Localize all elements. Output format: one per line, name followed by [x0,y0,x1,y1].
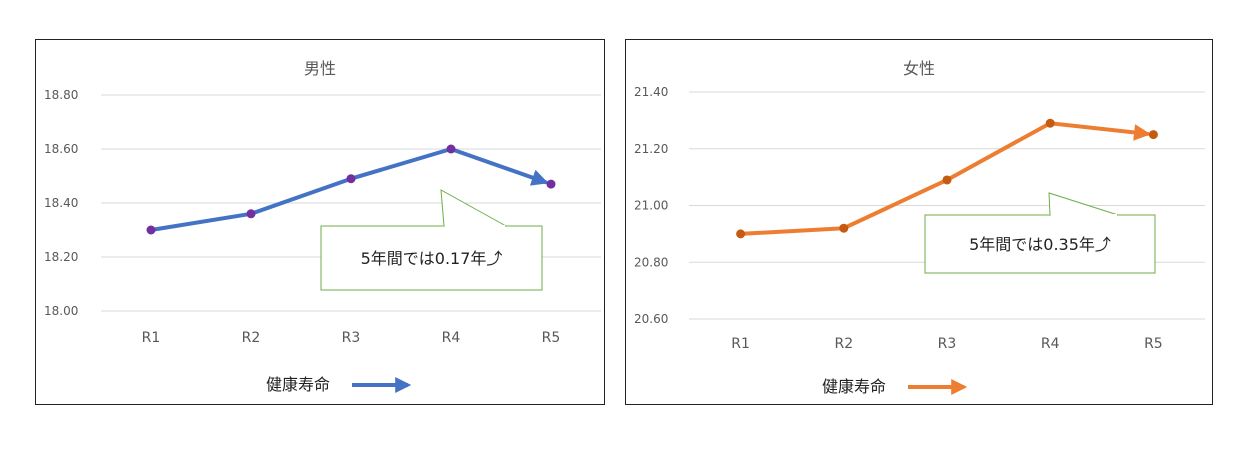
y-tick-label: 18.60 [44,142,78,156]
series-segment [249,176,353,216]
x-tick-label: R2 [242,330,261,346]
series-segment [738,226,846,236]
callout-text: 5年間では0.17年⤴ [361,249,503,268]
data-point [246,209,256,219]
y-tick-label: 20.80 [634,255,668,269]
data-point [942,175,952,185]
x-tick-label: R4 [442,330,461,346]
callout-box [320,225,543,291]
callout-pointer [1048,192,1119,216]
y-tick-label: 18.20 [44,250,78,264]
series-segment [945,121,1053,182]
series-segment [449,147,549,186]
x-tick-label: R3 [342,330,361,346]
data-point [1045,118,1055,128]
data-point [446,144,456,154]
series-segment [1048,121,1151,141]
legend-label: 健康寿命 [266,375,330,394]
legend-label: 健康寿命 [822,377,886,396]
data-point [839,223,849,233]
series-segment [349,147,453,181]
data-point [146,225,156,235]
y-tick-label: 20.60 [634,312,668,326]
chart-male-svg: 男性 18.00 18.20 18.40 18.60 18.80 R1 R2 R3 R4 R5 5年間… [44,59,601,394]
data-point [346,174,356,184]
series-segment [841,177,949,231]
y-tick-label: 21.40 [634,85,668,99]
x-tick-label: R2 [834,336,853,352]
series-segment [149,211,253,232]
chart-title: 男性 [304,59,336,78]
callout-text: 5年間では0.35年⤴ [969,235,1111,254]
data-point [546,179,556,189]
chart-female: 女性 20.60 20.80 21.00 21.20 21.40 R1 R2 R3 R4 R5 5年間… [625,39,1213,405]
x-tick-label: R1 [142,330,161,346]
chart-title: 女性 [903,59,935,78]
data-point [736,229,746,239]
x-tick-label: R4 [1041,336,1060,352]
y-tick-label: 18.40 [44,196,78,210]
callout-pointer [440,189,507,227]
y-tick-label: 18.80 [44,88,78,102]
x-tick-label: R5 [542,330,561,346]
callout-box [924,214,1156,274]
x-tick-label: R3 [938,336,957,352]
y-tick-label: 18.00 [44,304,78,318]
data-point [1148,130,1158,140]
x-tick-label: R1 [731,336,750,352]
y-tick-label: 21.00 [634,199,668,213]
chart-female-svg: 女性 20.60 20.80 21.00 21.20 21.40 R1 R2 R3 R4 R5 5年間… [634,59,1205,396]
x-tick-label: R5 [1144,336,1163,352]
chart-male: 男性 18.00 18.20 18.40 18.60 18.80 R1 R2 R3 R4 R5 5年間… [35,39,605,405]
y-tick-label: 21.20 [634,142,668,156]
